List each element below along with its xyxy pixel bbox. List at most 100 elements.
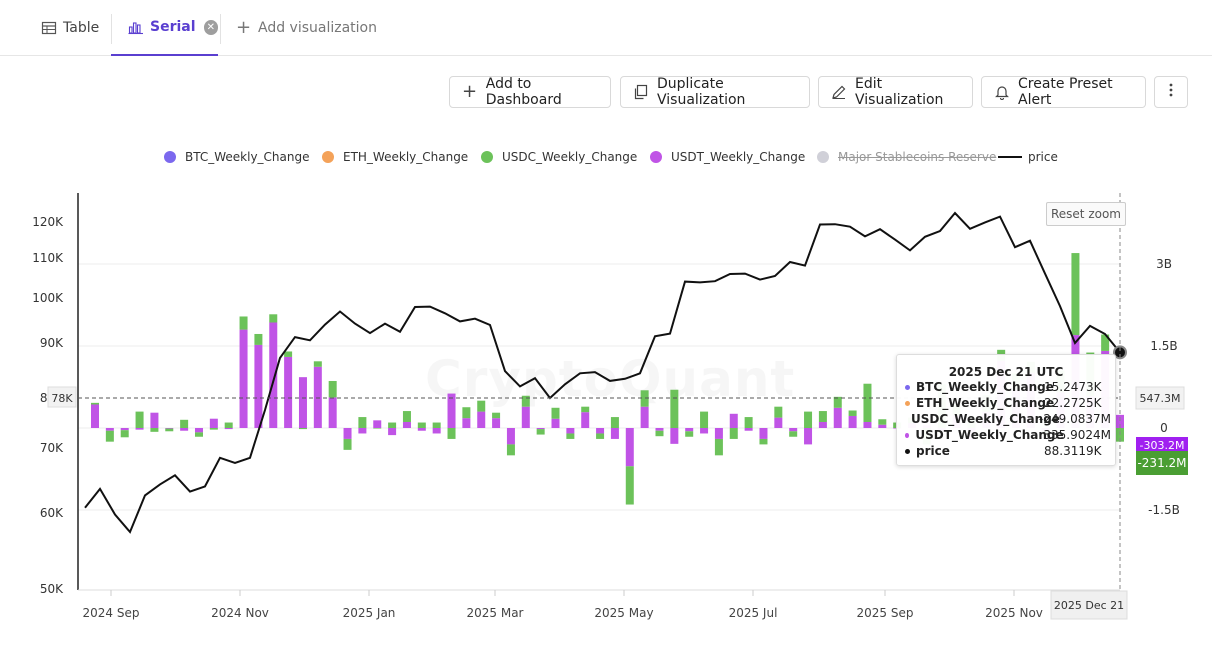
legend-item-usdc[interactable]: USDC_Weekly_Change	[481, 150, 637, 164]
legend-item-price[interactable]: price	[998, 150, 1058, 164]
legend-marker	[164, 151, 176, 163]
bar-usdc	[551, 407, 560, 419]
plus-icon: +	[462, 81, 478, 102]
bar-usdc	[744, 417, 753, 428]
bar-usdc	[492, 412, 501, 419]
bar-usdc	[194, 432, 203, 437]
tooltip-series-value: 22.2725K	[1044, 396, 1102, 410]
bar-usdc	[833, 396, 842, 408]
legend-marker	[322, 151, 334, 163]
bar-usdc	[878, 419, 887, 425]
legend-marker	[817, 151, 829, 163]
x-tick-label: 2025 Jan	[343, 606, 396, 620]
bar-usdc	[521, 395, 530, 407]
legend-marker	[998, 156, 1022, 158]
bar-usdc	[596, 433, 605, 439]
bar-usdt	[744, 428, 753, 431]
bar-usdt	[373, 420, 382, 428]
bar-usdt	[506, 428, 515, 445]
bar-usdt	[566, 428, 575, 434]
bar-usdt	[150, 412, 159, 428]
tooltip-series-value: 15.2473K	[1044, 380, 1102, 394]
bar-usdt	[685, 428, 694, 432]
bar-usdc	[135, 411, 144, 428]
bar-usdc	[774, 406, 783, 418]
bar-usdt	[596, 428, 605, 434]
bar-usdc	[209, 428, 218, 430]
tooltip-title: 2025 Dec 21 UTC	[948, 365, 1064, 379]
bar-usdt	[833, 407, 842, 428]
reset-zoom-button[interactable]: Reset zoom	[1046, 202, 1126, 226]
bar-usdt	[358, 428, 367, 434]
bar-usdc	[789, 431, 798, 437]
plus-icon: +	[236, 17, 252, 38]
tab-table-label: Table	[63, 20, 100, 36]
legend-item-eth[interactable]: ETH_Weekly_Change	[322, 150, 468, 164]
bar-usdc	[180, 419, 189, 428]
add-visualization-button[interactable]: + Add visualization	[236, 0, 377, 56]
bar-usdt	[878, 424, 887, 428]
bar-usdt	[551, 418, 560, 428]
right-badge-box	[1136, 451, 1188, 475]
more-vertical-icon	[1169, 82, 1173, 102]
x-tick-label: 2025 Nov	[985, 606, 1043, 620]
bar-usdc	[105, 430, 114, 442]
bar-usdt	[417, 428, 426, 431]
bar-usdt	[714, 428, 723, 439]
tab-serial[interactable]: Serial ✕	[111, 0, 218, 56]
bar-usdc	[254, 333, 263, 345]
bar-usdc	[284, 351, 293, 357]
bar-usdc	[804, 411, 813, 428]
crosshair-right-label: 547.3M	[1140, 392, 1181, 405]
bar-chart-icon	[128, 19, 144, 35]
legend-label: USDC_Weekly_Change	[502, 150, 638, 164]
bar-usdt	[135, 428, 144, 430]
tooltip-row: USDC_Weekly_Change -249.0837M	[905, 411, 1111, 427]
tooltip-marker	[905, 432, 910, 438]
create-preset-alert-button[interactable]: Create Preset Alert	[981, 76, 1146, 108]
bar-usdt	[298, 377, 307, 428]
price-line	[84, 211, 1121, 534]
bar-usdt	[655, 428, 664, 431]
chart-legend: BTC_Weekly_Change ETH_Weekly_Change USDC…	[0, 150, 1212, 170]
tab-table[interactable]: Table	[41, 0, 99, 56]
crosshair-left-label-box	[47, 386, 77, 408]
bar-usdc	[625, 466, 634, 505]
bar-usdc	[388, 422, 397, 428]
bar-usdc	[700, 411, 709, 428]
close-icon[interactable]: ✕	[203, 19, 218, 35]
edit-visualization-button[interactable]: Edit Visualization	[818, 76, 973, 108]
bar-usdc	[150, 428, 159, 432]
duplicate-visualization-button[interactable]: Duplicate Visualization	[620, 76, 810, 108]
bar-usdc	[358, 417, 367, 428]
bar-usdc	[655, 430, 664, 437]
bar-usdc	[462, 407, 471, 419]
bar-usdc	[477, 400, 486, 412]
more-options-button[interactable]	[1154, 76, 1188, 108]
tooltip-series-name: ETH_Weekly_Change	[916, 396, 1055, 410]
bar-usdc	[714, 438, 723, 456]
tooltip-series-name: USDC_Weekly_Change	[911, 412, 1060, 426]
duplicate-visualization-label: Duplicate Visualization	[657, 76, 746, 108]
legend-marker	[481, 151, 493, 163]
tooltip-series-name: BTC_Weekly_Change	[916, 380, 1054, 394]
bell-icon	[994, 84, 1010, 100]
tooltip-series-name: USDT_Weekly_Change	[915, 428, 1064, 442]
add-to-dashboard-button[interactable]: + Add to Dashboard	[449, 76, 611, 108]
bar-usdt	[388, 428, 397, 436]
bar-usdt	[313, 366, 322, 428]
legend-label: price	[1028, 150, 1058, 164]
bar-usdt	[863, 421, 872, 428]
bar-usdc	[685, 431, 694, 437]
legend-item-usdt[interactable]: USDT_Weekly_Change	[650, 150, 805, 164]
legend-item-reserve[interactable]: Major Stablecoins Reserve	[817, 150, 996, 164]
legend-label: Major Stablecoins Reserve	[838, 150, 997, 164]
y-right-tick-label: -1.5B	[1148, 503, 1180, 517]
y-left-tick-label: 100K	[32, 291, 64, 305]
bar-usdt	[477, 411, 486, 428]
legend-item-btc[interactable]: BTC_Weekly_Change	[164, 150, 310, 164]
bar-usdc	[506, 444, 515, 456]
bar-usdt	[729, 413, 738, 428]
bar-usdt	[343, 428, 352, 439]
bar-usdc	[224, 422, 233, 428]
